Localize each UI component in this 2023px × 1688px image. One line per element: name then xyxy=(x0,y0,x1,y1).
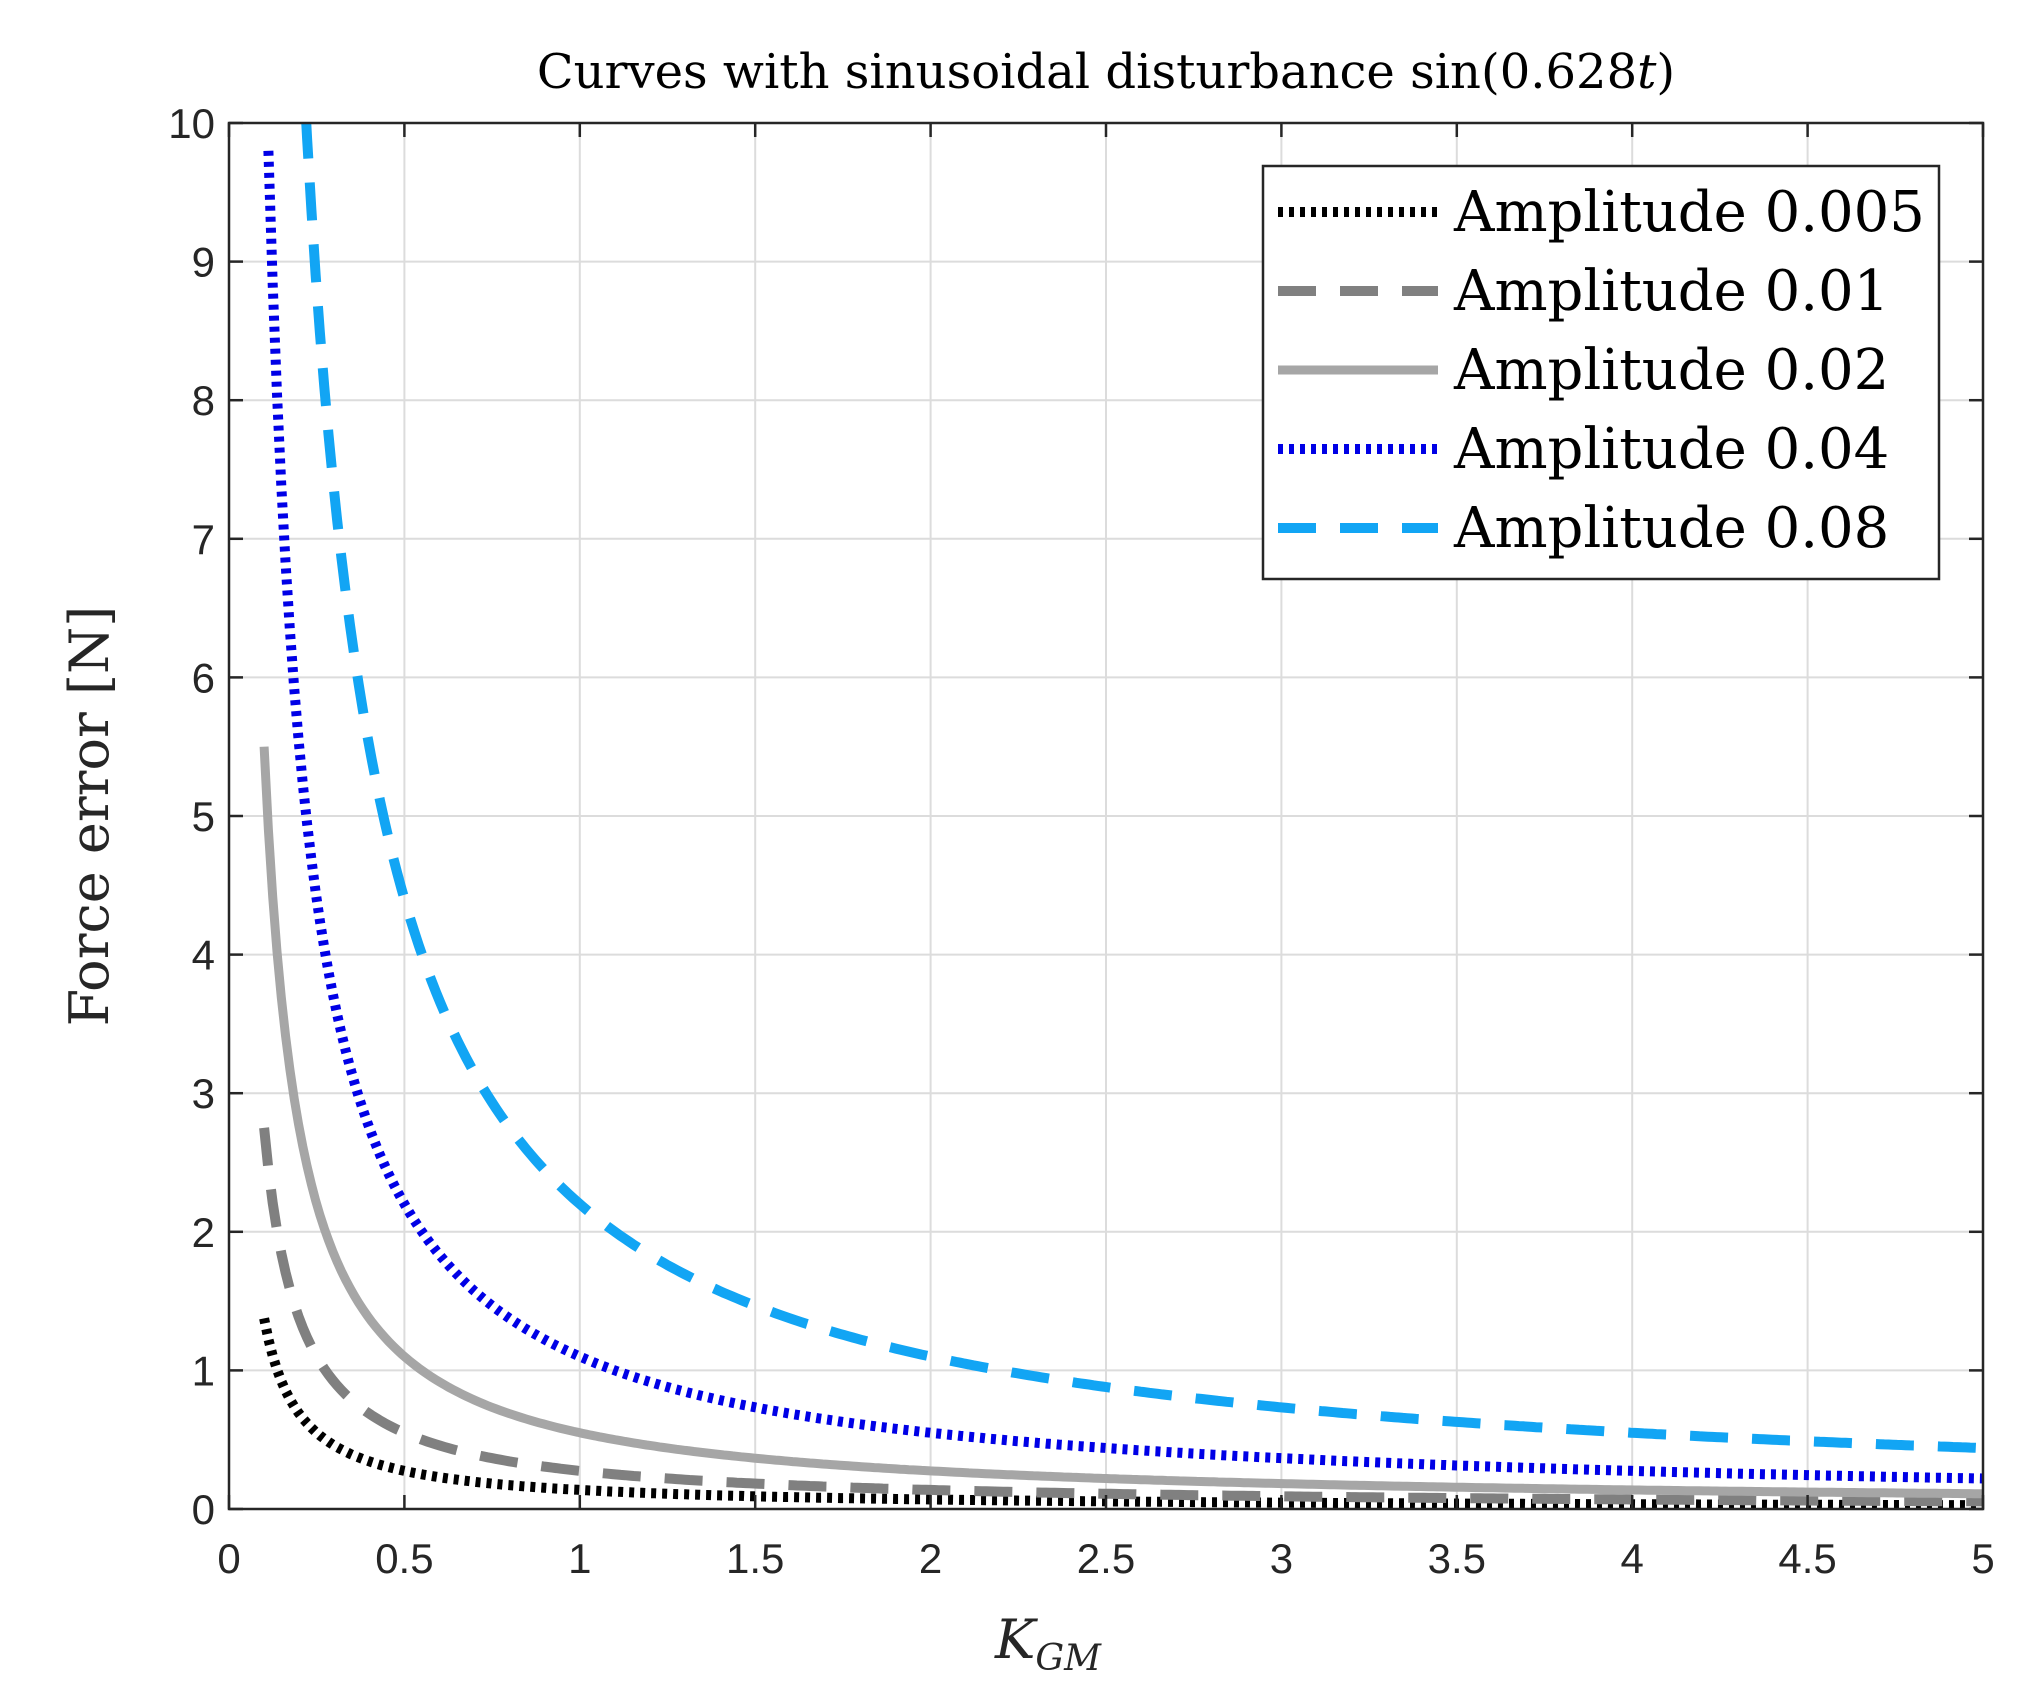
y-tick-label: 4 xyxy=(192,932,215,979)
series-layer xyxy=(259,123,1983,1509)
x-tick-label: 3 xyxy=(1270,1535,1293,1582)
y-tick-label: 8 xyxy=(192,377,215,424)
series-line-5 xyxy=(301,123,1983,1453)
x-tick-label: 0 xyxy=(217,1535,240,1582)
y-axis-label: Force error [N] xyxy=(58,606,121,1027)
chart-title: Curves with sinusoidal disturbance sin(0… xyxy=(537,44,1675,100)
x-tick-label: 4.5 xyxy=(1778,1535,1836,1582)
y-tick-label: 3 xyxy=(192,1070,215,1117)
y-tick-label: 10 xyxy=(168,100,215,147)
x-tick-label: 0.5 xyxy=(375,1535,433,1582)
y-tick-label: 7 xyxy=(192,516,215,563)
x-tick-label: 1 xyxy=(568,1535,591,1582)
x-tick-label: 3.5 xyxy=(1428,1535,1486,1582)
legend-label-1: Amplitude 0.005 xyxy=(1453,180,1925,245)
series-line-1 xyxy=(259,1317,1983,1509)
series-line-4 xyxy=(263,150,1983,1484)
x-tick-label: 5 xyxy=(1971,1535,1994,1582)
y-tick-label: 9 xyxy=(192,239,215,286)
x-tick-label: 2 xyxy=(919,1535,942,1582)
legend-label-2: Amplitude 0.01 xyxy=(1453,259,1889,324)
tick-marks xyxy=(227,121,1985,1511)
series-line-2 xyxy=(259,1127,1983,1507)
x-tick-label: 2.5 xyxy=(1077,1535,1135,1582)
x-axis-label: KGM xyxy=(994,1608,1102,1679)
x-tick-labels: 0 0.5 1 1.5 2 2.5 3 3.5 4 4.5 5 xyxy=(217,1535,1994,1582)
y-tick-label: 6 xyxy=(192,654,215,701)
series-line-3 xyxy=(259,746,1983,1499)
legend-label-3: Amplitude 0.02 xyxy=(1453,338,1889,403)
y-tick-label: 1 xyxy=(192,1347,215,1394)
x-tick-label: 4 xyxy=(1621,1535,1644,1582)
y-tick-label: 2 xyxy=(192,1209,215,1256)
y-tick-label: 0 xyxy=(192,1486,215,1533)
legend: Amplitude 0.005 Amplitude 0.01 Amplitude 0… xyxy=(1261,164,1941,581)
y-tick-label: 5 xyxy=(192,793,215,840)
legend-label-5: Amplitude 0.08 xyxy=(1453,496,1889,561)
y-tick-labels: 0 1 2 3 4 5 6 7 8 9 10 xyxy=(168,100,215,1533)
legend-label-4: Amplitude 0.04 xyxy=(1453,417,1889,482)
x-tick-label: 1.5 xyxy=(726,1535,784,1582)
